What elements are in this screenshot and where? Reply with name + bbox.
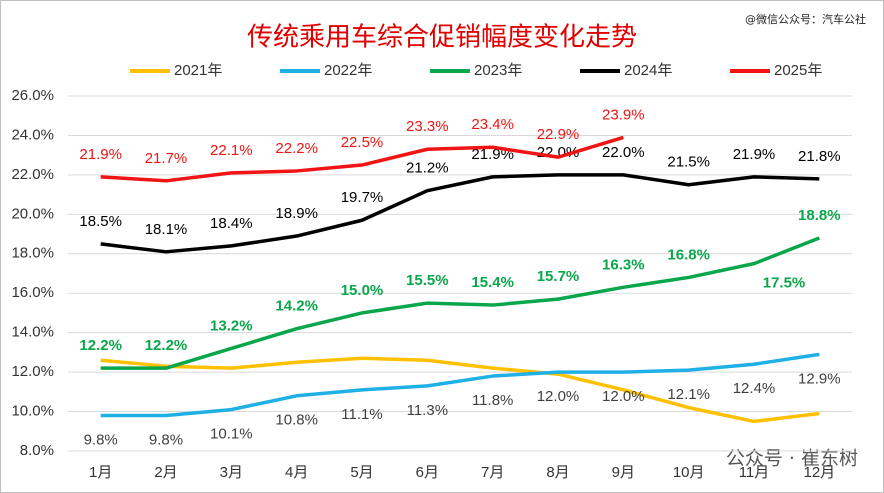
y-tick-label: 14.0% (11, 324, 54, 341)
data-label: 22.5% (341, 134, 384, 151)
data-label: 10.1% (210, 426, 253, 443)
legend-label: 2022年 (324, 62, 372, 79)
data-label: 18.9% (275, 205, 318, 222)
data-label: 16.3% (602, 256, 645, 273)
data-label: 12.0% (602, 388, 645, 405)
y-tick-label: 8.0% (20, 442, 54, 459)
data-label: 21.7% (145, 150, 188, 167)
data-label: 9.8% (84, 431, 118, 448)
x-tick-label: 12月 (803, 464, 835, 481)
data-label: 22.0% (602, 144, 645, 161)
x-tick-label: 11月 (739, 464, 770, 481)
data-label: 13.2% (210, 317, 253, 334)
data-label: 12.2% (145, 337, 188, 354)
data-label: 16.8% (667, 246, 710, 263)
data-label: 9.8% (149, 431, 183, 448)
series-line (100, 352, 820, 418)
data-label: 23.3% (406, 118, 449, 135)
data-label: 18.1% (145, 221, 188, 238)
data-label: 18.4% (210, 215, 253, 232)
data-label: 21.9% (733, 146, 776, 163)
data-label: 15.5% (406, 272, 449, 289)
x-tick-label: 9月 (612, 464, 635, 481)
data-label: 12.2% (79, 337, 122, 354)
y-tick-label: 22.0% (11, 166, 54, 183)
data-label: 11.1% (341, 406, 382, 423)
data-label: 15.4% (471, 274, 514, 291)
data-label: 12.4% (733, 380, 776, 397)
legend-label: 2024年 (624, 62, 672, 79)
series-line (100, 356, 820, 424)
data-label: 23.4% (471, 116, 514, 133)
data-label: 18.5% (79, 213, 122, 230)
y-tick-label: 12.0% (11, 363, 54, 380)
series-line (100, 173, 820, 254)
data-label: 22.2% (275, 140, 318, 157)
data-label: 21.8% (798, 148, 841, 165)
data-label: 14.2% (275, 298, 318, 315)
watermark: 公众号 · 崔东树 (726, 448, 858, 470)
data-label: 19.7% (341, 189, 384, 206)
legend-label: 2023年 (474, 62, 522, 79)
data-label: 17.5% (763, 275, 806, 292)
legend-label: 2025年 (774, 62, 822, 79)
y-tick-label: 18.0% (11, 245, 54, 262)
data-label: 15.7% (537, 268, 580, 285)
x-tick-label: 10月 (673, 464, 705, 481)
data-label: 22.9% (537, 126, 580, 143)
legend-label: 2021年 (174, 62, 222, 79)
y-tick-label: 26.0% (11, 87, 54, 104)
data-label: 23.9% (602, 106, 645, 123)
chart-title: 传统乘用车综合促销幅度变化走势 (247, 23, 637, 53)
data-label: 11.3% (407, 402, 448, 419)
x-tick-label: 7月 (481, 464, 504, 481)
watermark: @微信公众号：汽车公社 (745, 12, 866, 26)
x-tick-label: 2月 (154, 464, 177, 481)
y-tick-label: 20.0% (11, 205, 54, 222)
y-tick-label: 10.0% (11, 403, 54, 420)
x-tick-label: 8月 (546, 464, 569, 481)
data-label: 21.2% (406, 160, 449, 177)
data-label: 12.1% (667, 386, 710, 403)
x-tick-label: 1月 (89, 464, 112, 481)
x-tick-label: 4月 (285, 464, 308, 481)
series-line (100, 236, 820, 370)
data-label: 21.9% (79, 146, 122, 163)
x-tick-label: 3月 (220, 464, 243, 481)
data-label: 12.0% (537, 388, 580, 405)
series-line (100, 135, 624, 183)
y-tick-label: 16.0% (11, 284, 54, 301)
data-label: 10.8% (275, 412, 318, 429)
data-label: 12.9% (798, 370, 841, 387)
x-tick-label: 5月 (350, 464, 373, 481)
data-label: 15.0% (341, 282, 384, 299)
x-tick-label: 6月 (416, 464, 439, 481)
data-label: 22.1% (210, 142, 253, 159)
data-label: 11.8% (472, 392, 513, 409)
y-tick-label: 24.0% (11, 126, 54, 143)
data-label: 18.8% (798, 207, 841, 224)
data-label: 21.5% (667, 154, 710, 171)
